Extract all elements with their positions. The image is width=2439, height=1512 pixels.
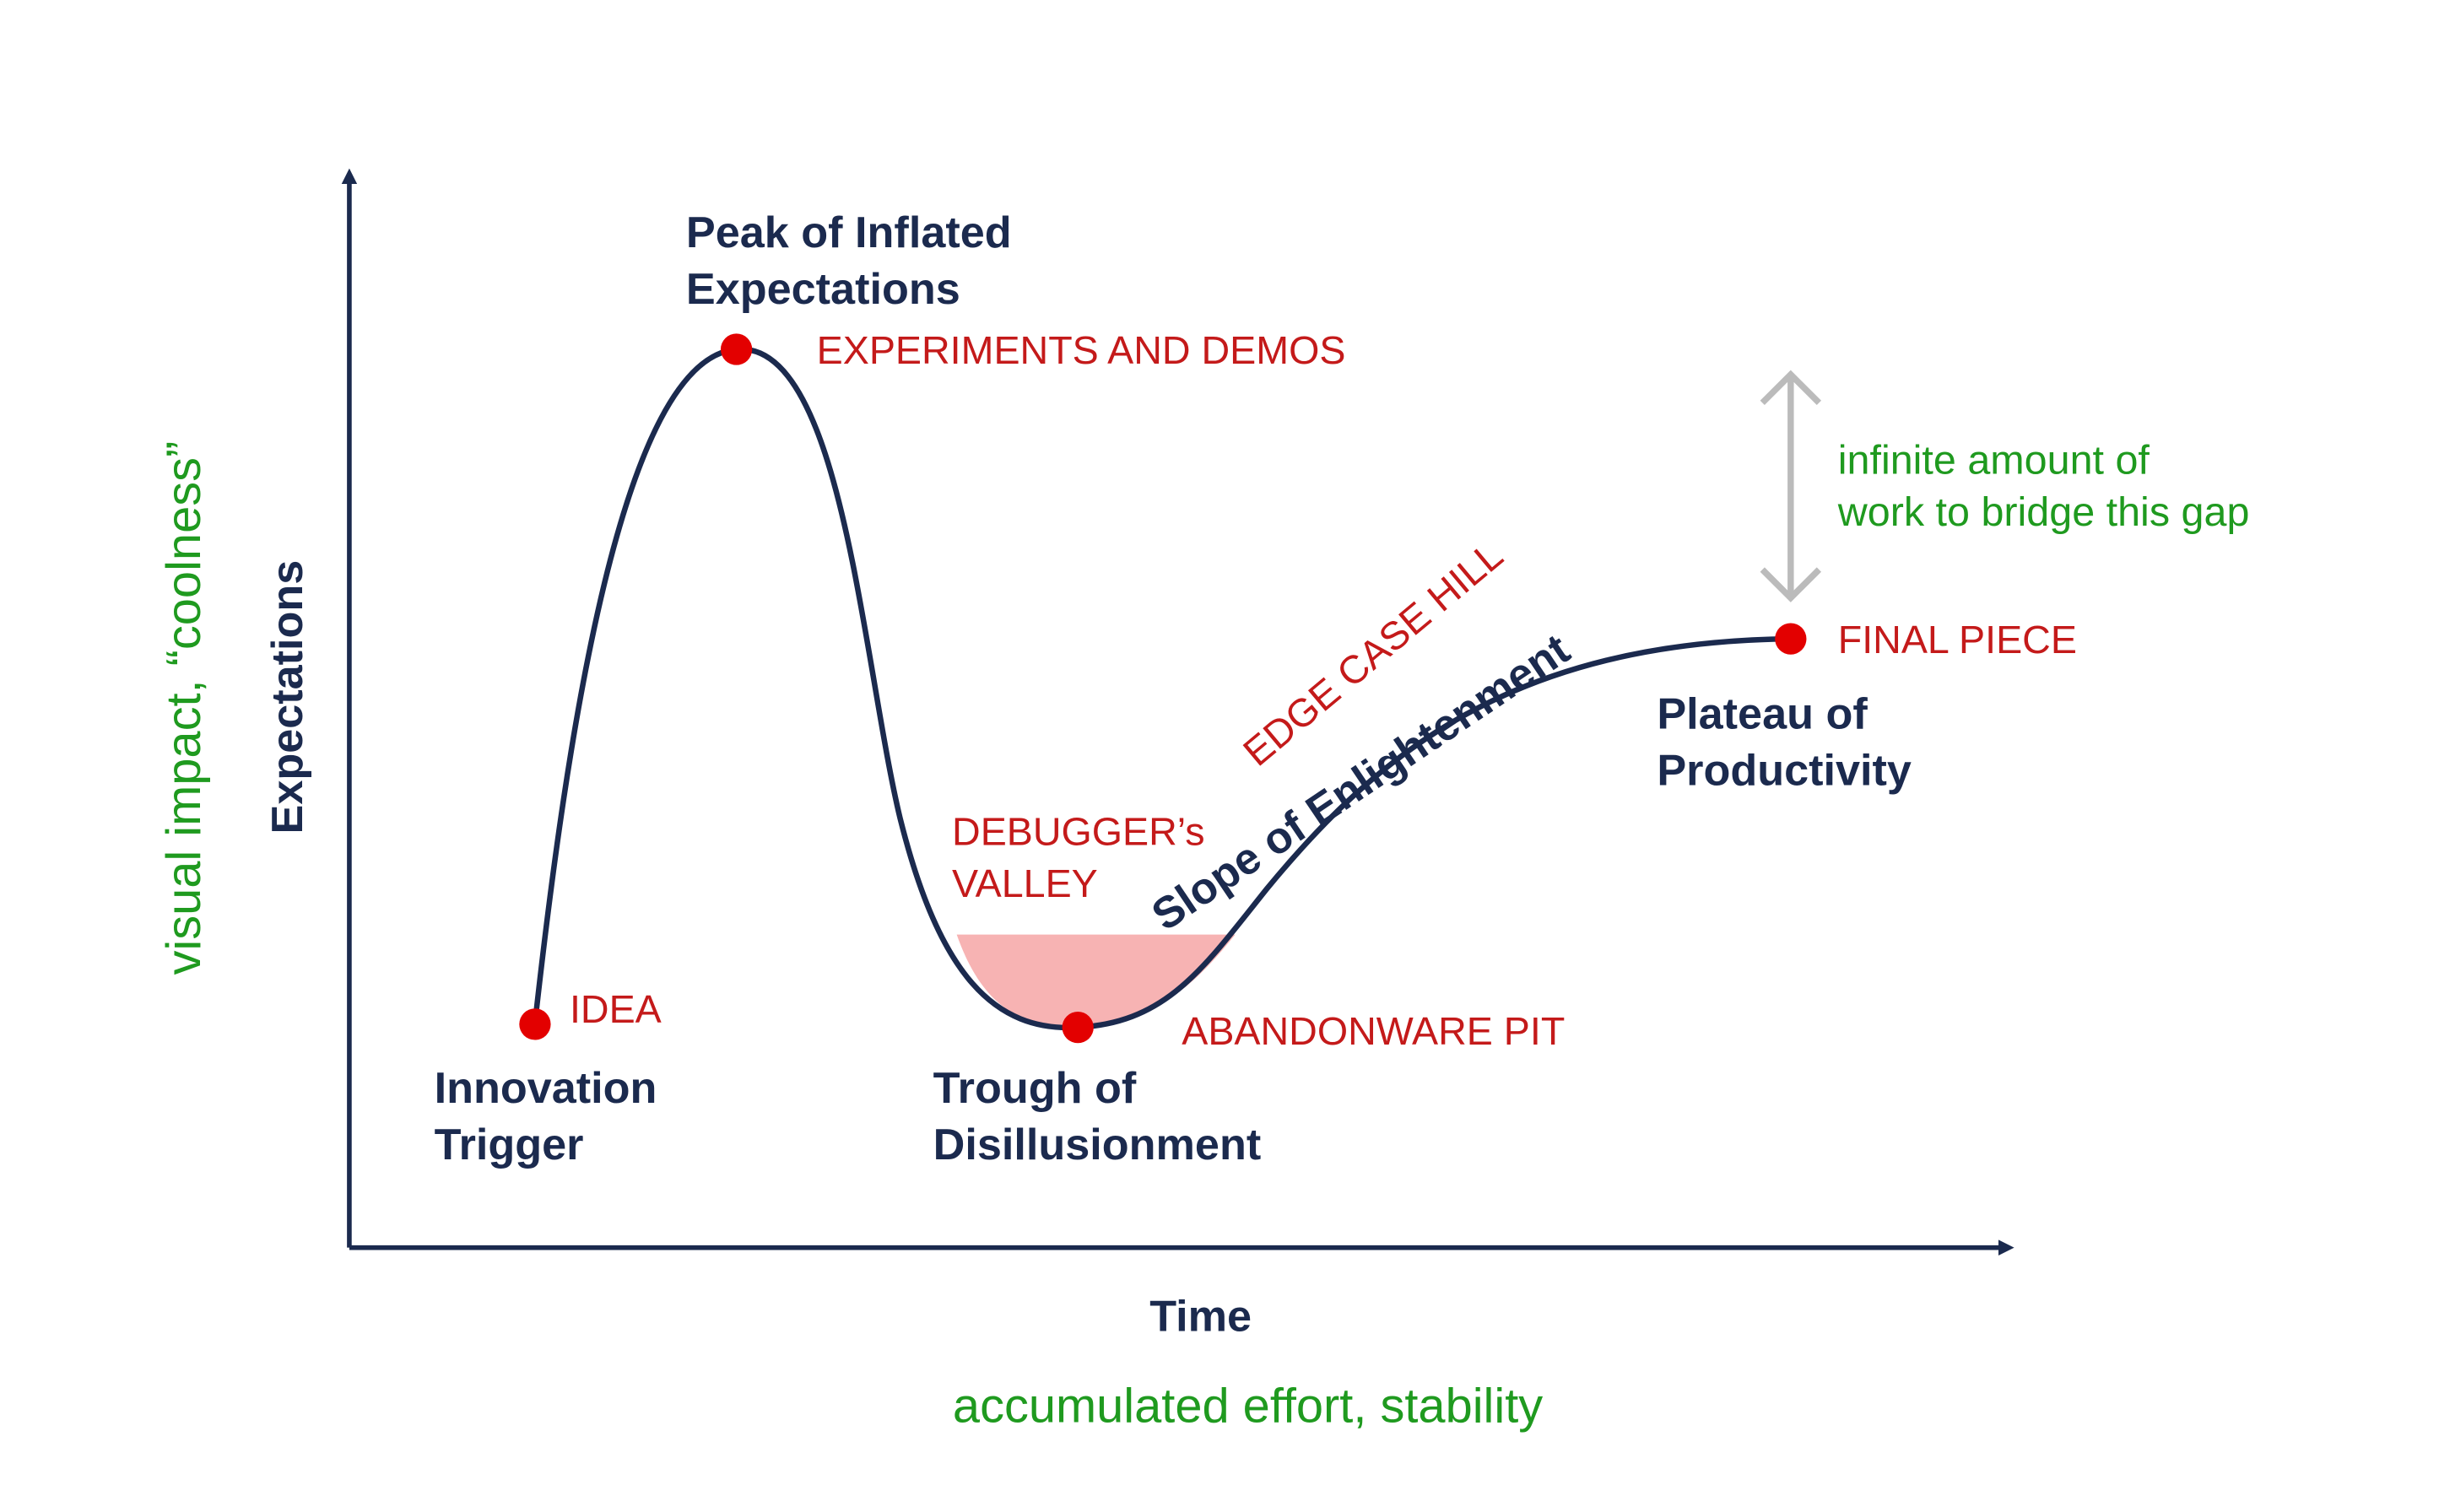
x-meaning: accumulated effort, stability — [953, 1380, 1543, 1434]
y-meaning: visual impact, “coolness” — [157, 441, 211, 975]
milestone-dots — [519, 333, 1807, 1044]
gap-arrow — [1760, 370, 1822, 602]
valley-fill — [956, 934, 1236, 1028]
hype-curve — [532, 346, 1791, 1031]
annotation: IDEA — [570, 987, 662, 1031]
trough-label: Disillusionment — [933, 1120, 1262, 1169]
plateau-label: Productivity — [1657, 746, 1912, 795]
peak-label: Expectations — [686, 265, 960, 314]
trigger-label: Innovation — [435, 1064, 657, 1113]
annotation: FINAL PIECE — [1838, 618, 2077, 662]
x-axis-label: Time — [1149, 1292, 1252, 1341]
annotation: VALLEY — [952, 861, 1098, 905]
y-axis-label: Expectations — [263, 560, 312, 834]
peak-label: Peak of Inflated — [686, 208, 1012, 257]
trough-label: Trough of — [933, 1064, 1137, 1113]
trigger-label: Trigger — [435, 1120, 584, 1169]
gap-note: work to bridge this gap — [1837, 489, 2250, 535]
annotation: EXPERIMENTS AND DEMOS — [817, 328, 1346, 372]
annotation: ABANDONWARE PIT — [1182, 1009, 1565, 1053]
gap-note: infinite amount of — [1838, 437, 2150, 483]
plateau-label: Plateau of — [1657, 689, 1868, 738]
annotation: DEBUGGER’s — [952, 809, 1205, 853]
